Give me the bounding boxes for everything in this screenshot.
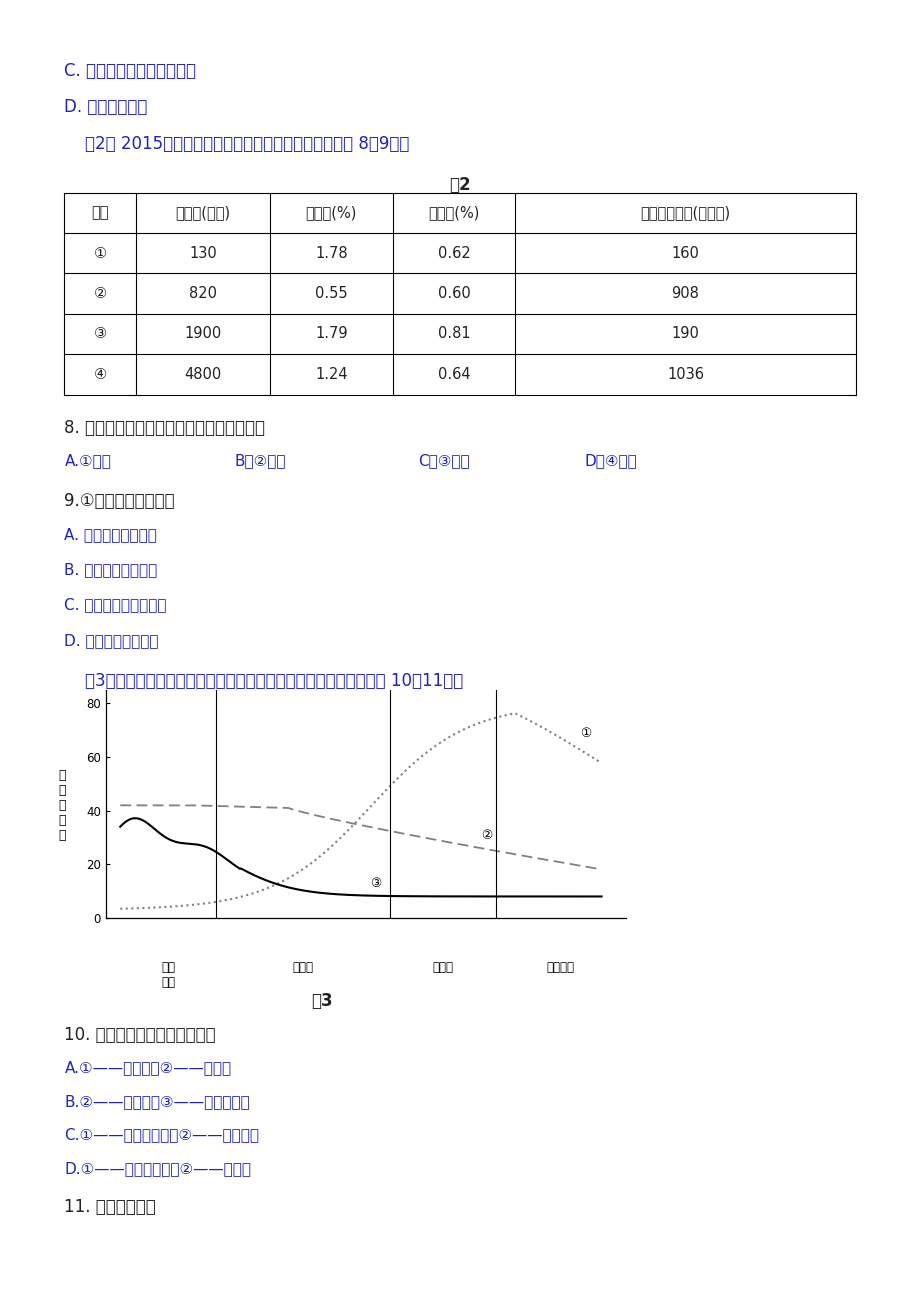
Text: 地区生产总值(亿美元): 地区生产总值(亿美元) — [640, 206, 730, 220]
Text: ①: ① — [579, 727, 591, 740]
Text: D.①——人口数变化；②——出生率: D.①——人口数变化；②——出生率 — [64, 1161, 251, 1177]
Text: 908: 908 — [671, 286, 698, 301]
Text: 图3为国家经济发展时期与其人口数变迁的统计图。试根据此图回答 10、11题。: 图3为国家经济发展时期与其人口数变迁的统计图。试根据此图回答 10、11题。 — [64, 672, 463, 690]
Text: 1.24: 1.24 — [315, 367, 347, 381]
Text: D、④地区: D、④地区 — [584, 453, 636, 469]
Text: D. 劳动力资源最丰富: D. 劳动力资源最丰富 — [64, 633, 159, 648]
Text: ②: ② — [481, 829, 492, 842]
Text: ②: ② — [94, 286, 107, 301]
Text: B.②——出生率；③——人口变化数: B.②——出生率；③——人口变化数 — [64, 1094, 250, 1109]
Text: D. 地区开放程度: D. 地区开放程度 — [64, 98, 148, 116]
Text: 0.55: 0.55 — [315, 286, 347, 301]
Text: ④: ④ — [94, 367, 107, 381]
Text: 0.64: 0.64 — [437, 367, 470, 381]
Text: 工业期: 工业期 — [432, 961, 453, 974]
Text: 10. 图中各曲线所代表的意义是: 10. 图中各曲线所代表的意义是 — [64, 1026, 216, 1044]
Text: C、③地区: C、③地区 — [418, 453, 470, 469]
Text: ③: ③ — [94, 327, 107, 341]
Text: 人
口
年
变
化: 人 口 年 变 化 — [59, 768, 66, 842]
Text: ①: ① — [94, 246, 107, 260]
Text: B. 年净增长人口最多: B. 年净增长人口最多 — [64, 562, 157, 578]
Text: 图3: 图3 — [311, 992, 333, 1010]
Text: A.①地区: A.①地区 — [64, 453, 111, 469]
Text: 地区: 地区 — [91, 206, 108, 220]
Text: 4800: 4800 — [184, 367, 221, 381]
Text: 死亡率(%): 死亡率(%) — [428, 206, 479, 220]
Text: C. 居民生活和文化消费水平: C. 居民生活和文化消费水平 — [64, 62, 196, 81]
Text: 8. 四个地区中，人口老龄化趋势最明显的是: 8. 四个地区中，人口老龄化趋势最明显的是 — [64, 419, 265, 437]
Text: A. 经济发展水平最低: A. 经济发展水平最低 — [64, 527, 157, 543]
Text: 160: 160 — [671, 246, 698, 260]
Text: 出生率(%): 出生率(%) — [305, 206, 357, 220]
Text: 130: 130 — [188, 246, 217, 260]
Text: 1900: 1900 — [184, 327, 221, 341]
Text: C.①——人口数变化；②——一死亡率: C.①——人口数变化；②——一死亡率 — [64, 1128, 259, 1143]
Text: 190: 190 — [671, 327, 698, 341]
Text: 0.60: 0.60 — [437, 286, 470, 301]
Text: 0.62: 0.62 — [437, 246, 470, 260]
Text: 1.79: 1.79 — [315, 327, 347, 341]
Text: 工业后期: 工业后期 — [546, 961, 574, 974]
Text: 工业
前期: 工业 前期 — [161, 961, 176, 988]
Text: 820: 820 — [188, 286, 217, 301]
Text: 11. 此统计图说明: 11. 此统计图说明 — [64, 1198, 156, 1216]
Text: 0.81: 0.81 — [437, 327, 470, 341]
Text: 总人口(万人): 总人口(万人) — [176, 206, 230, 220]
Text: C. 人口年龄结构最年轻: C. 人口年龄结构最年轻 — [64, 598, 166, 613]
Text: 1.78: 1.78 — [315, 246, 347, 260]
Text: ③: ③ — [370, 878, 381, 891]
Text: 1036: 1036 — [666, 367, 703, 381]
Text: 表2是 2015年世界四个地区人口相关数据表，据表回答 8、9题。: 表2是 2015年世界四个地区人口相关数据表，据表回答 8、9题。 — [64, 135, 409, 154]
Text: 9.①地区在四个地区中: 9.①地区在四个地区中 — [64, 492, 175, 510]
Text: 过渡期: 过渡期 — [292, 961, 313, 974]
Text: A.①——出生率；②——死亡率: A.①——出生率；②——死亡率 — [64, 1060, 232, 1075]
Text: 表2: 表2 — [448, 176, 471, 194]
Text: B、②地区: B、②地区 — [234, 453, 286, 469]
